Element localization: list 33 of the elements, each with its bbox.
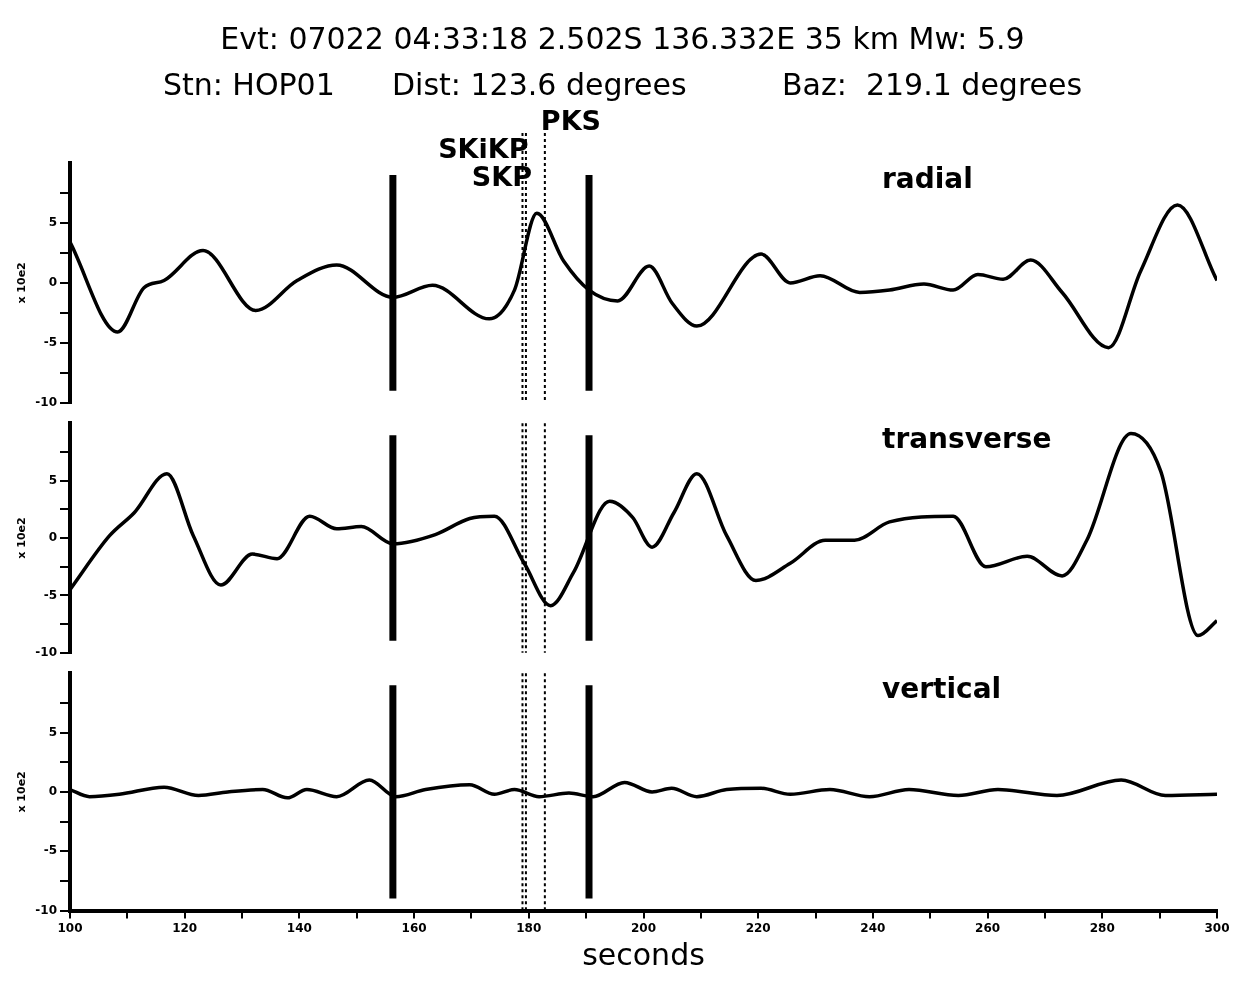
y-tick-label: 0 xyxy=(48,784,57,799)
y-axis-title: x 10e2 xyxy=(15,262,29,304)
x-tick-label: 240 xyxy=(860,920,886,935)
y-tick-label: -10 xyxy=(35,644,57,659)
chart-title: Evt: 07022 04:33:18 2.502S 136.332E 35 km Mw: 5.9 xyxy=(219,20,1026,58)
text: vertical xyxy=(882,672,1002,706)
x-tick-label: 280 xyxy=(1089,920,1115,935)
y-tick-label: -5 xyxy=(43,843,57,858)
x-tick-label: 220 xyxy=(745,920,771,935)
text: transverse xyxy=(882,422,1052,456)
x-axis-title: seconds xyxy=(582,936,705,972)
text: radial xyxy=(882,162,973,196)
y-tick-label: -5 xyxy=(43,587,57,602)
y-axis-title: x 10e2 xyxy=(15,517,29,559)
x-tick-label: 100 xyxy=(57,920,83,935)
y-axis-title: x 10e2 xyxy=(15,771,29,813)
ref-line-label: PKS xyxy=(540,105,602,137)
x-tick-label: 160 xyxy=(401,920,427,935)
y-tick-label: 5 xyxy=(48,215,57,230)
y-tick-label: 5 xyxy=(48,472,57,487)
x-tick-label: 180 xyxy=(516,920,542,935)
x-tick-label: 200 xyxy=(630,920,657,935)
y-tick-label: -10 xyxy=(35,394,57,409)
y-tick-label: -5 xyxy=(43,334,57,349)
y-tick-label: 5 xyxy=(48,724,57,739)
x-tick-label: 140 xyxy=(286,920,312,935)
y-tick-label: 0 xyxy=(48,275,57,290)
x-tick-label: 260 xyxy=(975,920,1001,935)
y-tick-label: 0 xyxy=(48,530,57,545)
x-tick-label: 120 xyxy=(172,920,198,935)
chart-subtitle: Stn: HOP01 Dist: 123.6 degrees Baz: 219.1 degrees xyxy=(162,67,1083,102)
y-tick-label: -10 xyxy=(35,902,57,917)
x-tick-label: 300 xyxy=(1204,920,1230,935)
